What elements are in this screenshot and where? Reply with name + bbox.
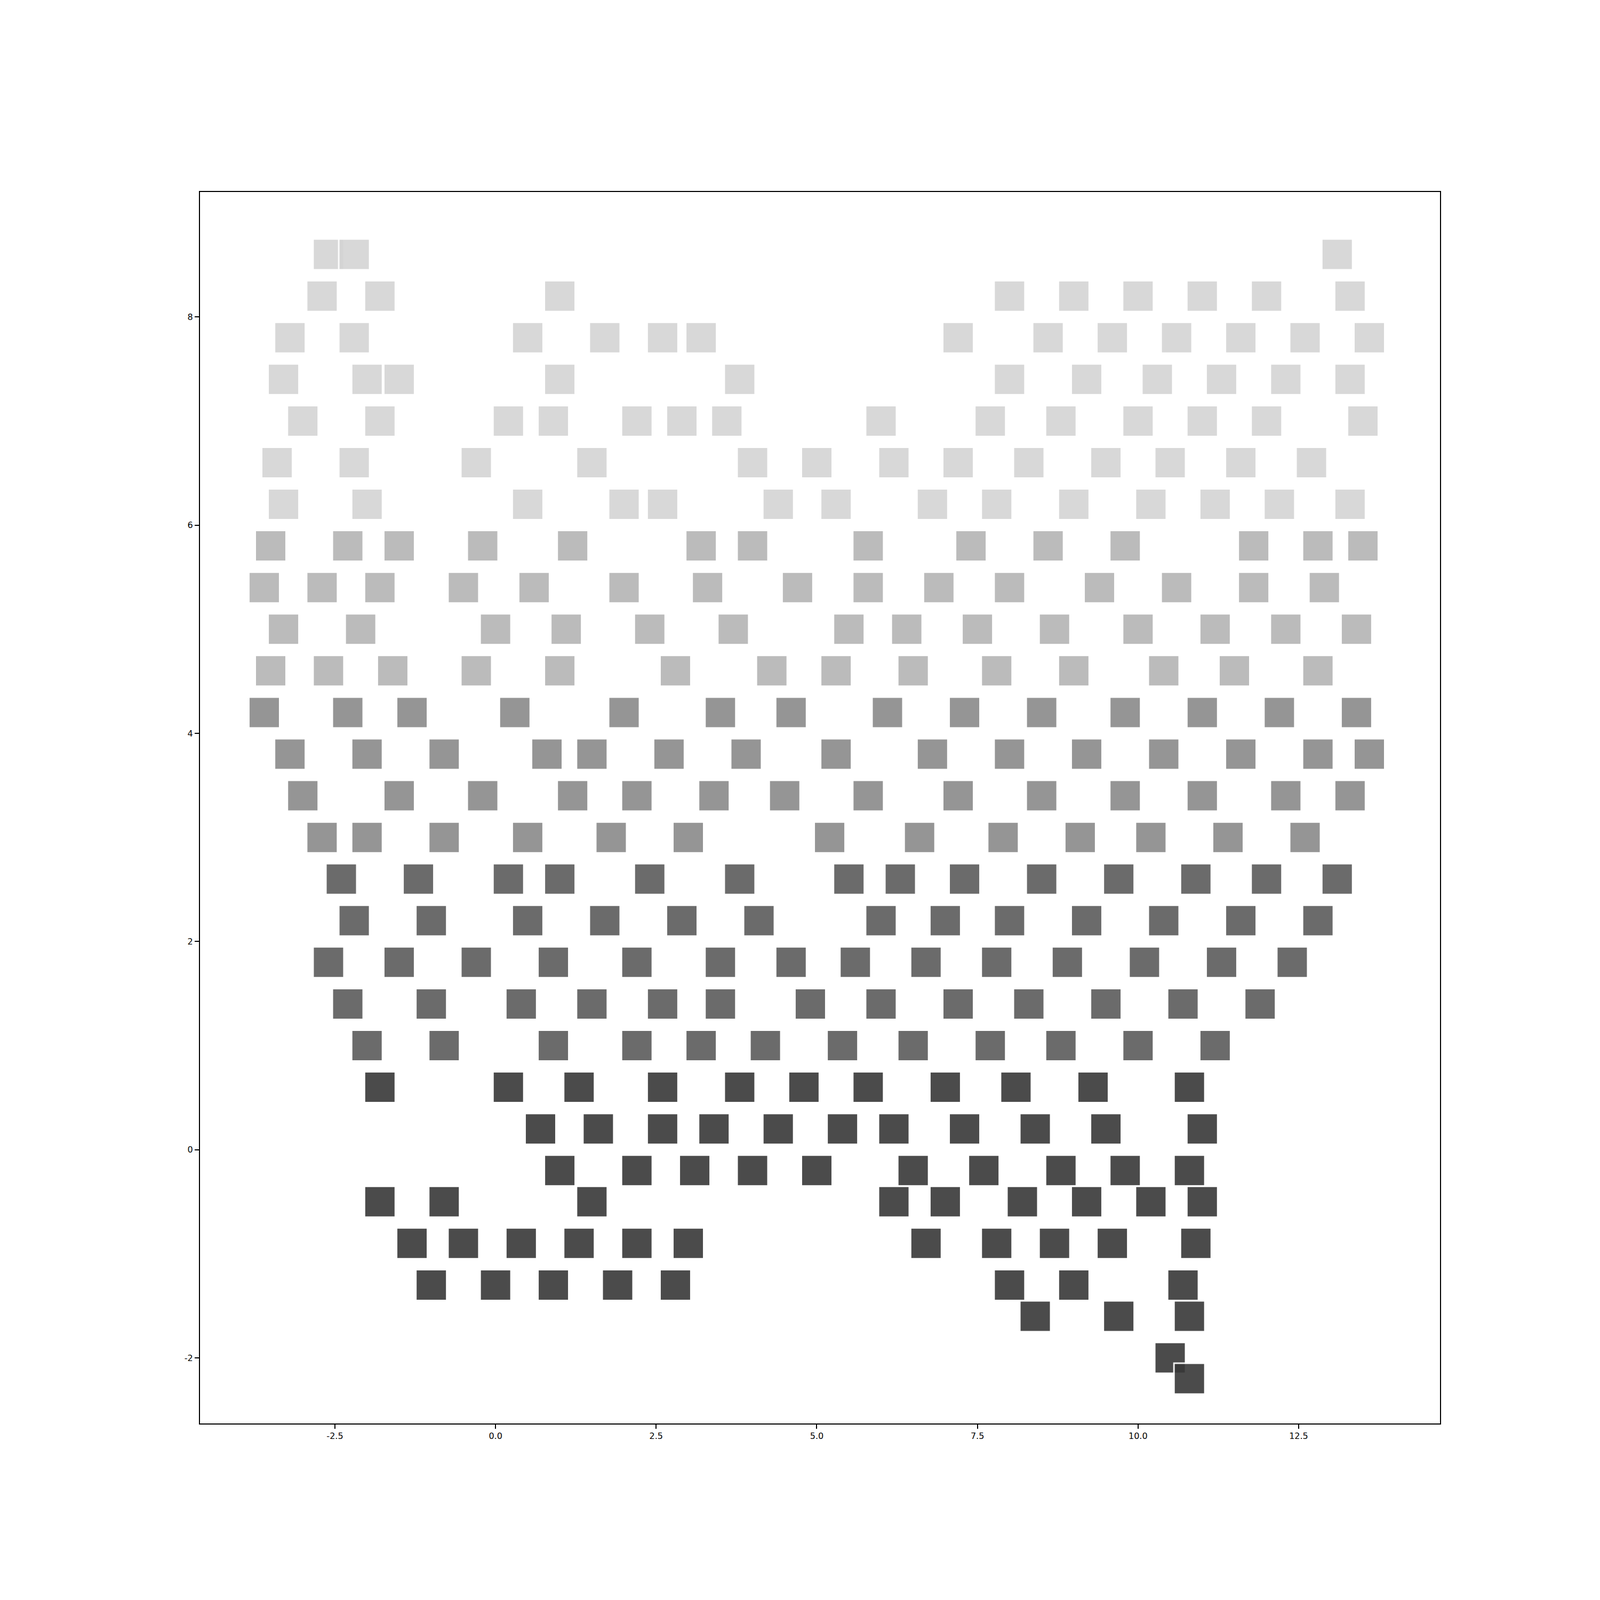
svg-text:0: 0 <box>187 1144 194 1155</box>
svg-text:8: 8 <box>187 312 194 323</box>
svg-text:7.5: 7.5 <box>970 1430 984 1442</box>
svg-text:-2: -2 <box>184 1353 194 1364</box>
svg-text:6: 6 <box>187 520 194 531</box>
svg-text:2.5: 2.5 <box>649 1430 663 1442</box>
svg-text:10.0: 10.0 <box>1128 1430 1148 1442</box>
svg-text:-2.5: -2.5 <box>326 1430 343 1442</box>
svg-text:2: 2 <box>187 936 194 947</box>
svg-text:4: 4 <box>187 728 194 739</box>
svg-text:5.0: 5.0 <box>810 1430 824 1442</box>
svg-text:12.5: 12.5 <box>1289 1430 1309 1442</box>
svg-text:0.0: 0.0 <box>488 1430 502 1442</box>
